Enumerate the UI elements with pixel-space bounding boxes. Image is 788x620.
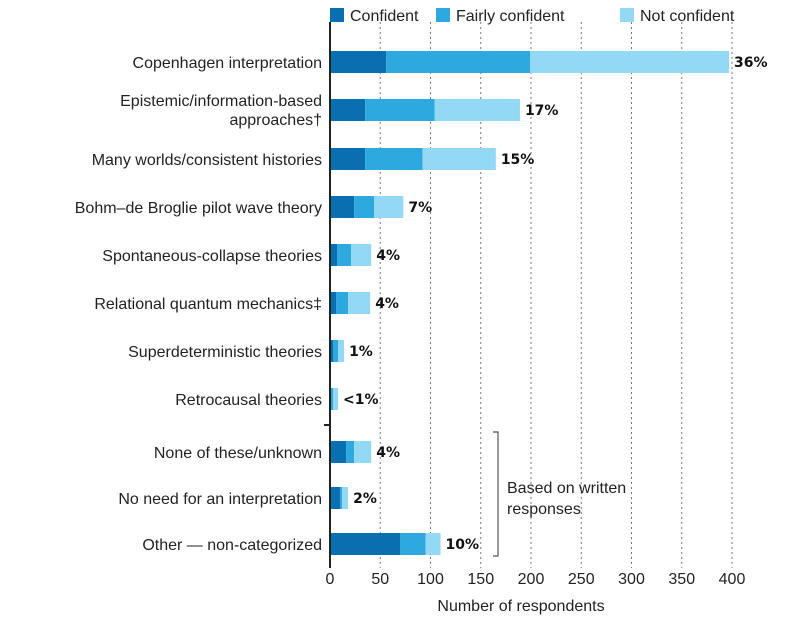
percent-label: 36% <box>734 55 768 71</box>
written-responses-label: Based on written responses <box>507 480 626 518</box>
percent-label: 7% <box>408 200 432 216</box>
category-label: Bohm–de Broglie pilot wave theory <box>75 200 322 217</box>
bar-segment-fairly-confident-9 <box>340 487 343 509</box>
bar-segment-fairly-confident-10 <box>400 533 426 555</box>
legend-label-confident: Confident <box>350 8 419 25</box>
bar-segment-not-confident-9 <box>342 487 349 509</box>
x-tick-label: 250 <box>568 571 595 588</box>
bar-segment-not-confident-10 <box>425 533 441 555</box>
bar-segment-not-confident-4 <box>351 244 372 266</box>
category-label: Retrocausal theories <box>175 392 322 409</box>
bar-segment-fairly-confident-1 <box>365 99 435 121</box>
category-label: No need for an interpretation <box>118 491 322 508</box>
bar-segment-confident-10 <box>330 533 401 555</box>
bar-segment-fairly-confident-4 <box>337 244 352 266</box>
bar-segment-confident-0 <box>330 51 387 73</box>
percent-label: 15% <box>501 152 535 168</box>
bar-segment-confident-2 <box>330 148 366 170</box>
bar-segment-confident-9 <box>330 487 341 509</box>
bar-segment-not-confident-3 <box>374 196 404 218</box>
category-label: Spontaneous-collapse theories <box>102 248 322 265</box>
category-labels: Copenhagen interpretation Epistemic/infor… <box>75 55 322 554</box>
bar-segment-fairly-confident-6 <box>333 340 339 362</box>
bar-segment-not-confident-7 <box>333 388 339 410</box>
percent-label: 4% <box>376 445 400 461</box>
bars <box>330 51 729 555</box>
percent-label: 1% <box>349 344 373 360</box>
x-tick-label: 50 <box>371 571 389 588</box>
percent-label: 4% <box>375 296 399 312</box>
percent-label: 2% <box>353 491 377 507</box>
category-label: Other — non-categorized <box>142 537 322 554</box>
x-tick-label: 150 <box>467 571 494 588</box>
category-label: Superdeterministic theories <box>128 344 322 361</box>
bar-segment-confident-5 <box>330 292 337 314</box>
legend-label-fairly-confident: Fairly confident <box>456 8 565 25</box>
bar-segment-not-confident-2 <box>422 148 496 170</box>
percent-label: <1% <box>343 392 379 408</box>
bar-segment-fairly-confident-3 <box>354 196 375 218</box>
x-tick-label: 0 <box>326 571 335 588</box>
bar-segment-confident-3 <box>330 196 355 218</box>
bar-segment-not-confident-6 <box>338 340 345 362</box>
legend: Confident Fairly confident Not confident <box>330 8 735 25</box>
legend-label-not-confident: Not confident <box>640 8 735 25</box>
bar-segment-not-confident-0 <box>529 51 729 73</box>
x-tick-label: 100 <box>417 571 444 588</box>
x-tick-label: 350 <box>668 571 695 588</box>
bar-segment-not-confident-8 <box>354 441 372 463</box>
x-tick-label: 400 <box>719 571 746 588</box>
category-label: None of these/unknown <box>154 445 322 462</box>
bar-segment-fairly-confident-7 <box>331 388 334 410</box>
percent-label: 10% <box>446 537 480 553</box>
bar-segment-confident-6 <box>330 340 334 362</box>
bar-segment-not-confident-1 <box>434 99 520 121</box>
bar-segment-fairly-confident-8 <box>346 441 355 463</box>
bar-segment-not-confident-5 <box>348 292 371 314</box>
category-label: Epistemic/information-based approaches† <box>120 93 322 129</box>
x-axis-title: Number of respondents <box>437 598 604 615</box>
category-label: Copenhagen interpretation <box>133 55 322 72</box>
percent-labels: 36% 17% 15% 7% 4% 4% 1% <1% 4% 2% 10% <box>343 55 767 553</box>
x-axis: 0 50 100 150 200 250 300 350 400 Number of respon… <box>324 22 745 615</box>
bar-segment-confident-4 <box>330 244 338 266</box>
bar-segment-confident-8 <box>330 441 347 463</box>
bar-segment-fairly-confident-5 <box>336 292 349 314</box>
percent-label: 4% <box>376 248 400 264</box>
written-responses-note: Based on written responses <box>493 431 626 557</box>
x-tick-label: 300 <box>618 571 645 588</box>
legend-swatch-not-confident <box>620 8 634 22</box>
x-tick-label: 200 <box>518 571 545 588</box>
bar-segment-fairly-confident-0 <box>386 51 530 73</box>
category-label: Relational quantum mechanics‡ <box>94 296 322 313</box>
written-responses-bracket <box>493 431 499 557</box>
percent-label: 17% <box>525 103 559 119</box>
category-label: Many worlds/consistent histories <box>92 152 322 169</box>
legend-swatch-confident <box>330 8 344 22</box>
legend-swatch-fairly-confident <box>436 8 450 22</box>
bar-segment-fairly-confident-2 <box>365 148 423 170</box>
bar-segment-confident-1 <box>330 99 366 121</box>
